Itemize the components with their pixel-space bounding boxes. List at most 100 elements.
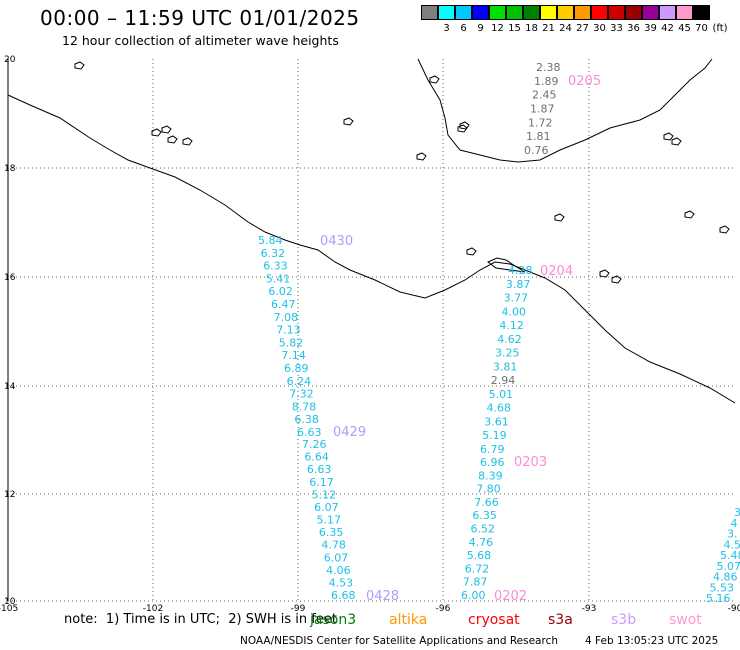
colorbar-label: 12: [491, 23, 504, 34]
colorbar-label: 39: [644, 23, 657, 34]
island-outline: [671, 137, 682, 146]
wave-height-value: 6.68: [331, 589, 356, 602]
wave-height-value: 5.17: [317, 514, 342, 527]
wave-height-value: 6.63: [297, 426, 322, 439]
wave-height-value: 3.81: [493, 360, 518, 373]
wave-height-value: 7.08: [274, 311, 299, 324]
longitude-tick-label: -102: [143, 604, 163, 614]
wave-height-value: 3.61: [484, 415, 509, 428]
wave-height-value: 6.52: [471, 523, 496, 536]
pacific-coastline: [7, 94, 736, 404]
colorbar-swatch: [472, 5, 489, 20]
wave-height-value: 4.5: [724, 538, 740, 551]
colorbar-swatch: [421, 5, 438, 20]
legend-s3b: s3b: [611, 612, 637, 628]
colorbar-swatch: [693, 5, 710, 20]
longitude-tick-label: -105: [0, 604, 18, 614]
generated-timestamp: 4 Feb 13:05:23 UTC 2025: [585, 635, 719, 647]
wave-height-value: 4.76: [469, 536, 494, 549]
legend-swot: swot: [669, 612, 702, 628]
colorbar-label: 33: [610, 23, 623, 34]
wave-height-value: 7.66: [474, 496, 499, 509]
wave-height-value: 6.64: [304, 451, 329, 464]
wave-height-value: 6.17: [309, 476, 334, 489]
longitude-tick-label: -93: [582, 604, 597, 614]
coastal-lagoon: [487, 257, 526, 273]
wave-height-value: 6.33: [263, 260, 288, 273]
pass-id-label: 0430: [320, 234, 353, 249]
island-outline: [343, 117, 354, 126]
wave-height-value: 6.00: [461, 589, 486, 602]
pass-id-label: 0429: [333, 425, 366, 440]
colorbar-swatch: [455, 5, 472, 20]
wave-height-value: 6.63: [307, 463, 332, 476]
legend-altika: altika: [389, 612, 428, 628]
colorbar-swatch: [506, 5, 523, 20]
wave-height-value: 4.28: [508, 264, 533, 277]
colorbar-swatch: [608, 5, 625, 20]
wave-height-value: 1.87: [530, 103, 555, 116]
wave-height-value: 0.76: [524, 144, 549, 157]
legend-jason3: jason3: [310, 612, 357, 628]
wave-height-value: 6.47: [271, 298, 296, 311]
wave-height-value: 6.38: [294, 413, 319, 426]
wave-height-value: 2.38: [536, 61, 561, 74]
wave-height-value: 3.: [727, 528, 738, 541]
colorbar-label: 6: [460, 23, 467, 34]
colorbar-swatch: [540, 5, 557, 20]
colorbar-swatch: [574, 5, 591, 20]
island-outline: [151, 128, 162, 137]
legend-s3a: s3a: [548, 612, 573, 628]
island-outline: [457, 124, 468, 133]
gulf-coastline: [417, 58, 713, 163]
wave-height-value: 5.53: [710, 581, 735, 594]
colorbar-swatch: [523, 5, 540, 20]
pass-id-label: 0203: [514, 455, 547, 470]
colorbar-label: 18: [525, 23, 538, 34]
colorbar-label: 70: [695, 23, 708, 34]
wave-height-value: 3: [734, 506, 740, 519]
wave-height-value: 8.39: [478, 469, 503, 482]
colorbar-label: 9: [477, 23, 484, 34]
latitude-tick-label: 18: [4, 164, 16, 174]
wave-height-value: 4.00: [502, 305, 527, 318]
island-outline: [719, 225, 730, 234]
colorbar-label: 27: [576, 23, 589, 34]
wave-height-value: 1.81: [526, 130, 551, 143]
island-outline: [74, 61, 85, 70]
wave-height-value: 7.32: [289, 388, 314, 401]
colorbar-label: 3: [443, 23, 450, 34]
map-subtitle: 12 hour collection of altimeter wave hei…: [62, 33, 339, 48]
wave-height-value: 6.72: [465, 562, 490, 575]
wave-height-value: 7.80: [476, 483, 501, 496]
colorbar-swatch: [438, 5, 455, 20]
island-outline: [599, 269, 610, 278]
island-outline: [167, 135, 178, 144]
wave-height-value: 4.62: [497, 333, 522, 346]
wave-height-value: 4.78: [321, 539, 346, 552]
wave-height-value: 4.06: [326, 564, 351, 577]
wave-height-value: 2.45: [532, 89, 557, 102]
wave-height-value: 3.87: [506, 278, 531, 291]
wave-height-value: 4.68: [486, 402, 511, 415]
wave-height-value: 6.35: [319, 526, 344, 539]
wave-height-value: 7.13: [276, 324, 301, 337]
footer-note: note: 1) Time is in UTC; 2) SWH is in fe…: [64, 612, 337, 627]
legend-cryosat: cryosat: [468, 612, 520, 628]
pass-id-label: 0202: [494, 589, 527, 604]
pass-id-label: 0204: [540, 264, 573, 279]
wave-height-value: 6.24: [287, 375, 312, 388]
colorbar-swatch: [676, 5, 693, 20]
island-outline: [459, 121, 470, 130]
colorbar-label: 24: [559, 23, 572, 34]
island-outline: [554, 213, 565, 222]
longitude-tick-label: -96: [436, 604, 451, 614]
colorbar-swatch: [659, 5, 676, 20]
wave-height-value: 4.12: [499, 319, 524, 332]
wave-height-value: 5.84: [258, 234, 283, 247]
island-outline: [161, 125, 172, 134]
colorbar-label: 42: [661, 23, 674, 34]
island-outline: [416, 152, 427, 161]
wave-height-value: 6.02: [268, 285, 293, 298]
